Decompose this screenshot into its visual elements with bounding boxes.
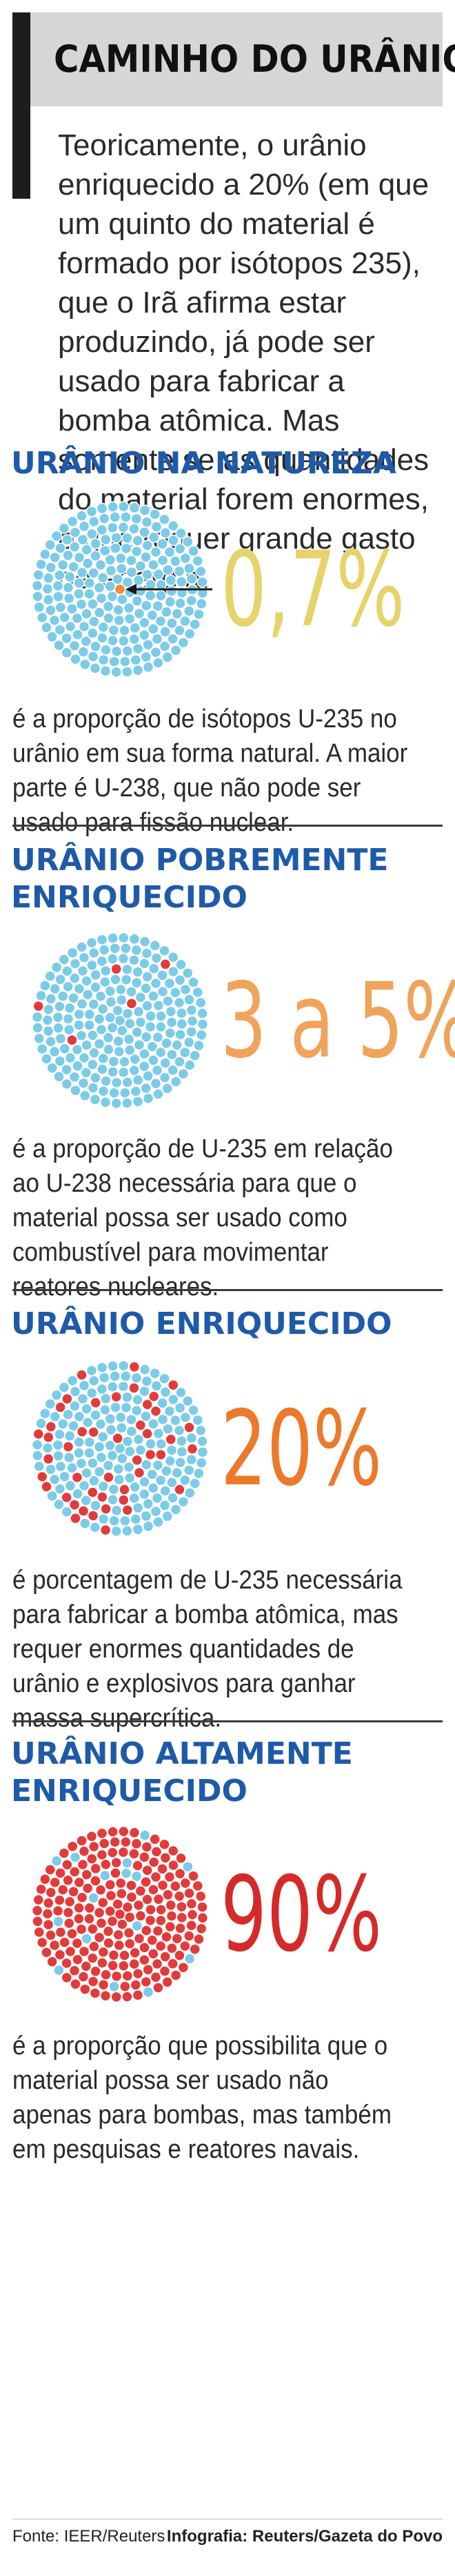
section-title-enriched: URÂNIO ENRIQUECIDO	[11, 1306, 392, 1341]
intro-paragraph: Teoricamente, o urânio enriquecido a 20%…	[58, 128, 429, 595]
divider	[12, 1289, 443, 1291]
value-enriched: 20%	[221, 1389, 382, 1509]
atom-enriched-icon	[31, 1359, 209, 1537]
atom-low-enriched-icon	[31, 932, 209, 1110]
value-natural: 0,7%	[221, 530, 405, 650]
page-title: CAMINHO DO URÂNIO	[54, 37, 455, 81]
title-accent-bar	[12, 12, 30, 199]
title-bar: CAMINHO DO URÂNIO	[12, 12, 455, 199]
value-highly-enriched: 90%	[221, 1855, 382, 1975]
value-low-enriched: 3 a 5%	[221, 961, 455, 1081]
atom-natural-icon	[31, 500, 212, 678]
section-title-low-enriched: URÂNIO POBREMENTE ENRIQUECIDO	[11, 843, 389, 915]
description-natural: é a proporção de isótopos U-235 no urâni…	[12, 705, 408, 837]
description-highly-enriched: é a proporção que possibilita que o mate…	[12, 2032, 392, 2164]
footer-source: Fonte: IEER/Reuters	[12, 2527, 165, 2546]
divider	[12, 825, 443, 827]
description-enriched: é porcentagem de U-235 necessária para f…	[12, 1566, 403, 1733]
footer: Fonte: IEER/Reuters Infografia: Reuters/…	[12, 2527, 443, 2546]
footer-credit: Infografia: Reuters/Gazeta do Povo	[166, 2527, 443, 2546]
divider	[12, 1720, 443, 1722]
atom-highly-enriched-icon	[31, 1825, 209, 2003]
section-title-natural: URÂNIO NA NATUREZA	[11, 446, 396, 481]
description-low-enriched: é a proporção de U-235 em relação ao U-2…	[12, 1134, 393, 1301]
section-title-highly-enriched: URÂNIO ALTAMENTE ENRIQUECIDO	[11, 1736, 353, 1809]
